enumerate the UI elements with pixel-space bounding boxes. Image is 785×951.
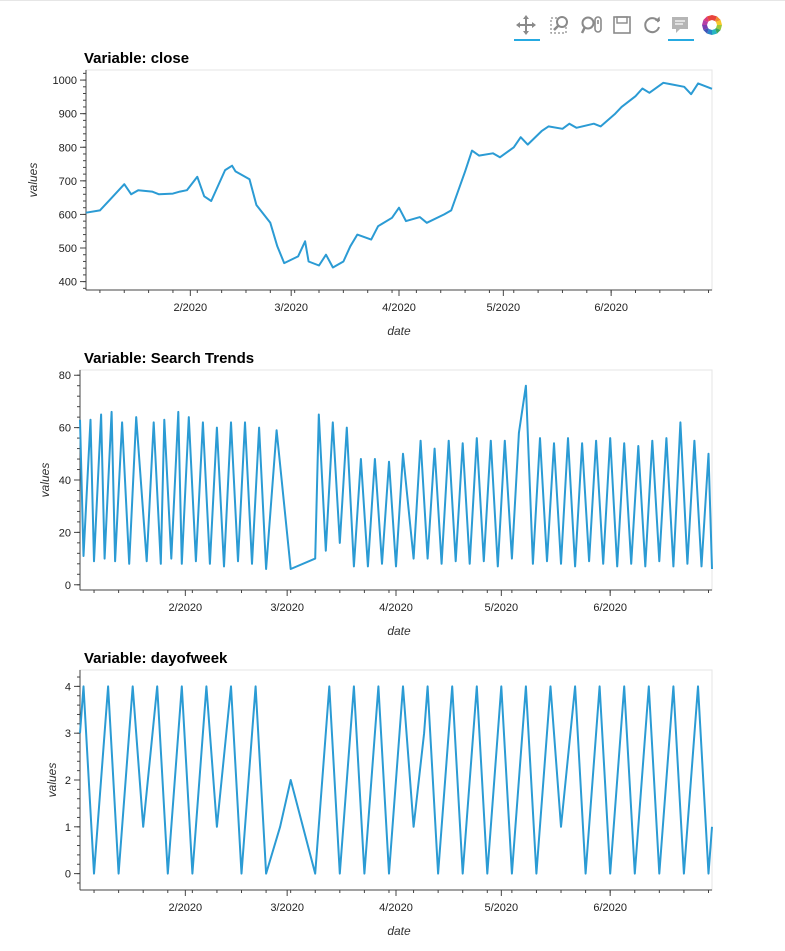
x-tick-label: 4/2020 (379, 902, 413, 914)
y-tick-label: 3 (65, 728, 71, 740)
x-axis-label: date (387, 924, 411, 938)
y-tick-label: 0 (65, 580, 71, 592)
reset-icon (644, 16, 660, 34)
x-tick-label: 3/2020 (274, 302, 308, 314)
y-tick-label: 2 (65, 775, 71, 787)
x-tick-label: 3/2020 (270, 902, 304, 914)
y-axis-label: values (26, 163, 40, 198)
series-line-search-trends (79, 384, 713, 570)
y-tick-label: 500 (59, 243, 77, 255)
chart-title: Variable: dayofweek (84, 650, 228, 667)
plot-frame (85, 69, 713, 291)
y-axis-label: values (38, 463, 52, 498)
chart-title: Variable: Search Trends (84, 350, 254, 367)
y-tick-label: 60 (59, 423, 71, 435)
y-tick-label: 600 (59, 209, 77, 221)
wheel-zoom-tool[interactable] (578, 12, 606, 38)
box-zoom-tool[interactable] (546, 12, 574, 38)
pan-tool[interactable] (512, 12, 540, 41)
x-tick-label: 6/2020 (593, 602, 627, 614)
reset-tool[interactable] (638, 12, 666, 38)
y-tick-label: 900 (59, 109, 77, 121)
chart-toolbar (512, 10, 732, 42)
save-tool[interactable] (608, 12, 636, 38)
x-tick-label: 2/2020 (174, 302, 208, 314)
x-axis-label: date (387, 624, 411, 638)
x-axis-label: date (387, 324, 411, 338)
chart-search-trends: Variable: Search Trends 0 20 40 60 80 2/2020 3… (38, 350, 713, 638)
chart-dayofweek: Variable: dayofweek 0 1 2 3 4 2/2020 3/2020 4/2… (45, 650, 713, 938)
x-tick-label: 5/2020 (485, 902, 519, 914)
x-tick-label: 4/2020 (379, 602, 413, 614)
y-tick-label: 1 (65, 822, 71, 834)
y-tick-label: 0 (65, 869, 71, 881)
box-zoom-icon (550, 16, 568, 34)
chart-close: Variable: close 400 500 600 700 800 900 1000 2/… (26, 50, 713, 338)
y-tick-label: 400 (59, 277, 77, 289)
chart-title: Variable: close (84, 50, 189, 67)
bokeh-logo[interactable] (698, 12, 726, 38)
x-tick-label: 2/2020 (169, 602, 203, 614)
axes: 0 20 40 60 80 2/2020 3/2020 4/2020 5/2020 6/2020 (59, 370, 712, 614)
y-tick-label: 20 (59, 527, 71, 539)
y-tick-label: 700 (59, 176, 77, 188)
x-tick-label: 6/2020 (593, 902, 627, 914)
x-tick-label: 5/2020 (485, 602, 519, 614)
top-divider (0, 0, 785, 1)
axes: 0 1 2 3 4 2/2020 3/2020 4/2020 5/2020 6/2020 (65, 670, 712, 914)
bokeh-logo-icon (702, 15, 722, 35)
y-tick-label: 40 (59, 475, 71, 487)
y-axis-label: values (45, 763, 59, 798)
y-tick-label: 80 (59, 370, 71, 382)
x-tick-label: 3/2020 (270, 602, 304, 614)
series-line-dayofweek (79, 685, 713, 875)
y-tick-label: 800 (59, 142, 77, 154)
pan-icon (516, 15, 536, 35)
axes: 400 500 600 700 800 900 1000 2/2020 3/2020 4/2020… (53, 70, 712, 314)
x-tick-label: 6/2020 (594, 302, 628, 314)
y-tick-label: 1000 (53, 75, 77, 87)
y-tick-label: 4 (65, 681, 71, 693)
hover-tool[interactable] (666, 12, 694, 41)
save-icon (613, 16, 631, 34)
hover-icon (672, 17, 688, 33)
series-line-close (85, 81, 713, 269)
wheel-zoom-icon (580, 16, 602, 34)
x-tick-label: 5/2020 (487, 302, 521, 314)
x-tick-label: 4/2020 (382, 302, 416, 314)
x-tick-label: 2/2020 (169, 902, 203, 914)
